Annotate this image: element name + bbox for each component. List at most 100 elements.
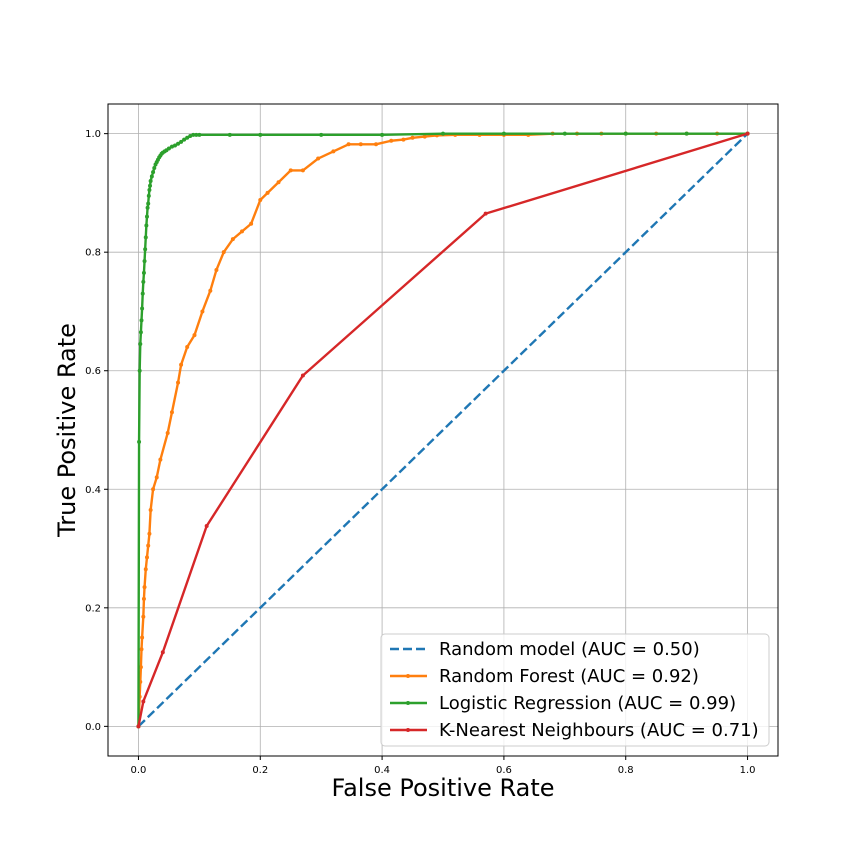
data-point-random-forest xyxy=(214,267,219,272)
data-point-logistic-regression xyxy=(145,205,150,210)
plot-frame xyxy=(107,103,779,757)
data-point-random-forest xyxy=(249,221,254,226)
data-point-random-forest xyxy=(185,345,190,350)
data-point-random-forest xyxy=(169,410,174,415)
data-point-random-forest xyxy=(148,508,153,513)
data-point-logistic-regression xyxy=(191,132,196,137)
data-point-logistic-regression xyxy=(146,201,151,206)
legend-label-random-model: Random model (AUC = 0.50) xyxy=(439,639,700,660)
data-point-logistic-regression xyxy=(141,279,146,284)
data-point-logistic-regression xyxy=(144,223,149,228)
y-tick-label: 1.0 xyxy=(85,129,101,140)
data-point-random-forest xyxy=(139,647,144,652)
series-logistic-regression xyxy=(136,131,750,729)
data-point-random-forest xyxy=(240,229,244,234)
data-point-random-forest xyxy=(358,142,363,147)
data-point-logistic-regression xyxy=(146,193,151,198)
data-point-random-forest xyxy=(144,555,149,560)
data-point-random-forest xyxy=(374,142,378,147)
data-point-random-forest xyxy=(142,585,147,590)
data-point-logistic-regression xyxy=(194,132,199,137)
data-point-logistic-regression xyxy=(138,342,143,347)
data-point-logistic-regression xyxy=(137,368,142,373)
data-point-random-forest xyxy=(200,309,205,314)
series-layer xyxy=(136,131,750,729)
series-line-random-model xyxy=(137,132,749,728)
data-point-k-nearest-neighbours xyxy=(160,650,165,655)
data-point-logistic-regression xyxy=(143,247,148,252)
data-point-logistic-regression xyxy=(173,143,177,148)
data-point-logistic-regression xyxy=(140,291,145,296)
data-point-k-nearest-neighbours xyxy=(141,699,146,704)
y-tick-label: 0.2 xyxy=(85,603,101,614)
x-tick-label: 0.0 xyxy=(131,765,147,776)
data-point-k-nearest-neighbours xyxy=(300,373,305,378)
data-point-logistic-regression xyxy=(139,318,144,323)
x-tick-label: 0.6 xyxy=(496,765,512,776)
y-tick-label: 0.6 xyxy=(85,366,101,377)
data-point-random-forest xyxy=(316,156,321,161)
legend-marker-k-nearest-neighbours xyxy=(406,728,410,732)
data-point-random-forest xyxy=(146,543,151,548)
data-point-random-forest xyxy=(176,380,181,385)
data-point-random-forest xyxy=(265,190,270,195)
data-point-random-forest xyxy=(410,135,415,140)
data-point-random-forest xyxy=(179,362,184,367)
data-point-random-forest xyxy=(258,198,263,203)
data-point-logistic-regression xyxy=(197,132,202,137)
data-point-random-forest xyxy=(230,237,235,242)
data-point-random-forest xyxy=(300,168,305,173)
x-axis-label: False Positive Rate xyxy=(331,774,554,802)
data-point-random-forest xyxy=(331,149,336,154)
legend-label-k-nearest-neighbours: K-Nearest Neighbours (AUC = 0.71) xyxy=(439,720,759,741)
data-point-logistic-regression xyxy=(258,132,263,137)
data-point-logistic-regression xyxy=(166,146,171,151)
legend-marker-logistic-regression xyxy=(406,701,410,705)
data-point-logistic-regression xyxy=(176,141,181,146)
data-point-random-forest xyxy=(192,333,197,338)
legend-label-random-forest: Random Forest (AUC = 0.92) xyxy=(439,666,699,687)
x-tick-label: 0.8 xyxy=(618,765,634,776)
data-point-random-forest xyxy=(346,142,351,147)
x-tick-label: 1.0 xyxy=(740,765,756,776)
data-point-random-forest xyxy=(165,430,170,435)
y-axis-label: True Positive Rate xyxy=(53,323,81,538)
data-point-random-forest xyxy=(138,665,143,670)
data-point-logistic-regression xyxy=(148,183,153,188)
data-point-logistic-regression xyxy=(188,134,193,139)
data-point-random-forest xyxy=(140,635,145,640)
data-point-logistic-regression xyxy=(185,135,190,140)
data-point-k-nearest-neighbours xyxy=(483,211,488,216)
data-point-logistic-regression xyxy=(144,214,149,219)
data-point-logistic-regression xyxy=(169,144,174,149)
data-point-random-forest xyxy=(401,137,406,142)
data-point-random-forest xyxy=(143,567,148,572)
data-point-logistic-regression xyxy=(152,166,157,171)
data-point-logistic-regression xyxy=(140,306,145,311)
data-point-random-forest xyxy=(158,457,163,462)
y-tick-label: 0.0 xyxy=(85,722,101,733)
data-point-logistic-regression xyxy=(147,187,152,192)
data-point-logistic-regression xyxy=(138,330,143,335)
data-point-random-forest xyxy=(208,288,213,293)
data-point-k-nearest-neighbours xyxy=(204,524,209,529)
legend-label-logistic-regression: Logistic Regression (AUC = 0.99) xyxy=(439,693,736,714)
x-tick-label: 0.2 xyxy=(252,765,268,776)
y-tick-label: 0.4 xyxy=(85,485,101,496)
series-random-model xyxy=(137,132,749,728)
data-point-random-forest xyxy=(422,134,427,139)
data-point-logistic-regression xyxy=(149,174,154,179)
data-point-random-forest xyxy=(288,168,293,173)
data-point-logistic-regression xyxy=(151,170,156,175)
data-point-logistic-regression xyxy=(501,131,506,136)
data-point-random-forest xyxy=(221,250,226,255)
data-point-logistic-regression xyxy=(143,235,148,240)
x-tick-label: 0.4 xyxy=(374,765,390,776)
data-point-logistic-regression xyxy=(380,132,385,137)
data-point-logistic-regression xyxy=(623,131,628,136)
data-point-logistic-regression xyxy=(562,131,567,136)
data-point-logistic-regression xyxy=(142,259,147,264)
legend-marker-random-forest xyxy=(406,674,410,678)
